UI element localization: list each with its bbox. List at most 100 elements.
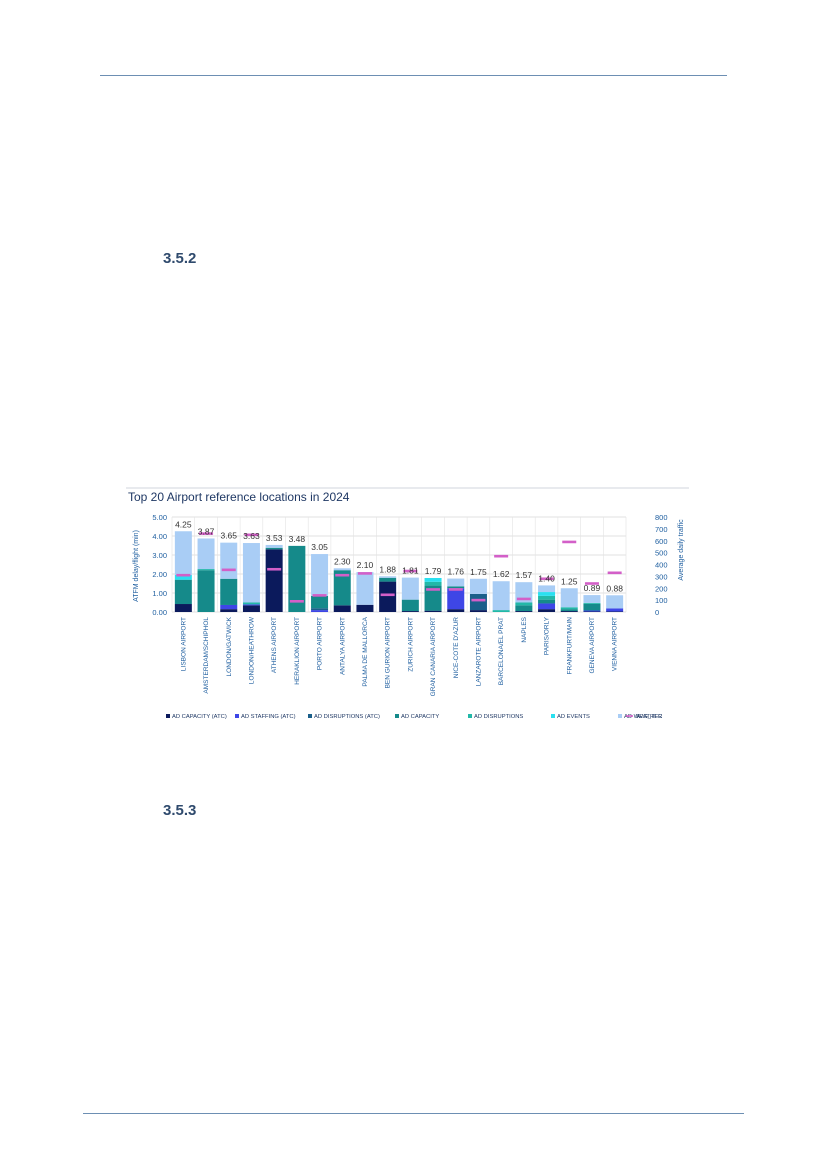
section-number-2: 3.5.3 xyxy=(163,802,197,819)
bar-segment xyxy=(311,610,329,612)
bar-segment xyxy=(197,538,215,570)
bar-segment xyxy=(538,599,556,604)
bar-segment xyxy=(515,602,533,606)
legend-label: AD DISRUPTIONS xyxy=(474,714,523,720)
y2-axis-label: Average daily traffic xyxy=(678,519,685,581)
bar-segment xyxy=(424,585,442,611)
x-tick-label: LANZAROTE AIRPORT xyxy=(475,617,482,686)
x-tick-label: PARIS/ORLY xyxy=(544,616,551,655)
x-tick-label: LONDON/GATWICK xyxy=(226,616,233,676)
bar-segment xyxy=(583,602,601,604)
bar-segment xyxy=(197,569,215,571)
bar-segment xyxy=(469,610,487,612)
bar-segment xyxy=(174,574,192,580)
y2-tick-label: 0 xyxy=(655,608,659,617)
bar-segment xyxy=(606,608,624,612)
bar-total-label: 0.89 xyxy=(584,583,601,593)
bar-segment xyxy=(333,570,351,606)
y2-tick-label: 700 xyxy=(655,525,668,534)
bar-segment xyxy=(560,588,578,608)
bar-segment xyxy=(424,577,442,582)
y2-tick-label: 600 xyxy=(655,537,668,546)
legend-swatch xyxy=(235,714,239,718)
bar-segment xyxy=(560,609,578,612)
bar-total-label: 1.88 xyxy=(379,564,396,574)
chart-svg: Top 20 Airport reference locations in 20… xyxy=(126,487,689,720)
legend-label: AD DISRUPTIONS (ATC) xyxy=(314,714,380,720)
chart-container: Top 20 Airport reference locations in 20… xyxy=(118,480,693,740)
bar-segment xyxy=(220,604,238,610)
bar-segment xyxy=(401,611,419,612)
bar-total-label: 3.87 xyxy=(198,526,215,536)
bar-segment xyxy=(447,578,465,587)
bar-total-label: 3.65 xyxy=(220,531,237,541)
bar-total-label: 1.79 xyxy=(425,566,442,576)
bar-segment xyxy=(220,578,238,605)
legend-swatch xyxy=(308,714,312,718)
x-tick-label: HERAKLION AIRPORT xyxy=(294,617,301,685)
x-tick-label: GENEVA AIRPORT xyxy=(589,617,596,674)
x-tick-label: AMSTERDAM/SCHIPHOL xyxy=(203,617,210,694)
bar-total-label: 1.75 xyxy=(470,567,487,577)
legend-swatch xyxy=(395,714,399,718)
bar-segment xyxy=(242,543,260,603)
bar-segment xyxy=(288,545,306,612)
x-tick-label: ATHENS AIRPORT xyxy=(271,617,278,673)
bar-total-label: 3.05 xyxy=(311,542,328,552)
legend-label: AD CAPACITY xyxy=(401,714,439,720)
bar-segment xyxy=(424,610,442,612)
bar-segment xyxy=(424,581,442,586)
legend-label: AVG_TFC xyxy=(636,714,662,720)
y-tick-label: 5.00 xyxy=(152,513,167,522)
x-tick-label: NICE-COTE D'AZUR xyxy=(453,617,460,678)
bar-segment xyxy=(492,581,510,611)
bar-segment xyxy=(515,605,533,612)
bar-segment xyxy=(356,604,374,612)
bar-segment xyxy=(469,593,487,611)
legend-label: AD EVENTS xyxy=(557,714,590,720)
bar-segment xyxy=(560,607,578,610)
bar-segment xyxy=(242,602,260,605)
legend-swatch xyxy=(166,714,170,718)
bar-segment xyxy=(492,610,510,612)
bar-total-label: 4.25 xyxy=(175,519,192,529)
bar-segment xyxy=(265,544,283,548)
bar-total-label: 3.48 xyxy=(289,534,306,544)
x-tick-label: PALMA DE MALLORCA xyxy=(362,616,369,686)
bar-total-label: 2.10 xyxy=(357,560,374,570)
bar-segment xyxy=(333,568,351,571)
bar-segment xyxy=(379,577,397,582)
y2-tick-label: 500 xyxy=(655,549,668,558)
legend-swatch xyxy=(468,714,472,718)
bar-segment xyxy=(333,605,351,612)
bar-segment xyxy=(469,578,487,594)
legend-label: AD STAFFING (ATC) xyxy=(241,714,296,720)
legend-label: AD WEATHER xyxy=(624,714,662,720)
x-tick-label: BEN GURION AIRPORT xyxy=(385,617,392,688)
x-tick-label: ZURICH AIRPORT xyxy=(407,617,414,672)
bar-segment xyxy=(447,586,465,589)
y-axis-label: ATFM delay/flight (min) xyxy=(133,530,140,602)
y-tick-label: 0.00 xyxy=(152,608,167,617)
y2-tick-label: 300 xyxy=(655,572,668,581)
bar-total-label: 1.57 xyxy=(516,570,533,580)
x-tick-label: NAPLES xyxy=(521,616,528,642)
x-tick-label: ANTALYA AIRPORT xyxy=(339,617,346,675)
bar-total-label: 1.40 xyxy=(538,573,555,583)
bar-segment xyxy=(379,576,397,578)
bar-segment xyxy=(606,611,624,612)
chart-title: Top 20 Airport reference locations in 20… xyxy=(128,490,350,504)
bar-segment xyxy=(447,609,465,612)
bar-segment xyxy=(538,609,556,612)
y2-tick-label: 100 xyxy=(655,596,668,605)
bar-segment xyxy=(401,599,419,612)
bar-segment xyxy=(311,608,329,611)
header-rule xyxy=(100,75,727,76)
y-tick-label: 3.00 xyxy=(152,551,167,560)
bar-segment xyxy=(220,542,238,579)
bar-segment xyxy=(538,592,556,596)
x-tick-label: VIENNA AIRPORT xyxy=(612,617,619,671)
x-tick-label: GRAN CANARIA AIRPORT xyxy=(430,617,437,696)
bar-segment xyxy=(242,604,260,606)
bar-total-label: 2.30 xyxy=(334,556,351,566)
